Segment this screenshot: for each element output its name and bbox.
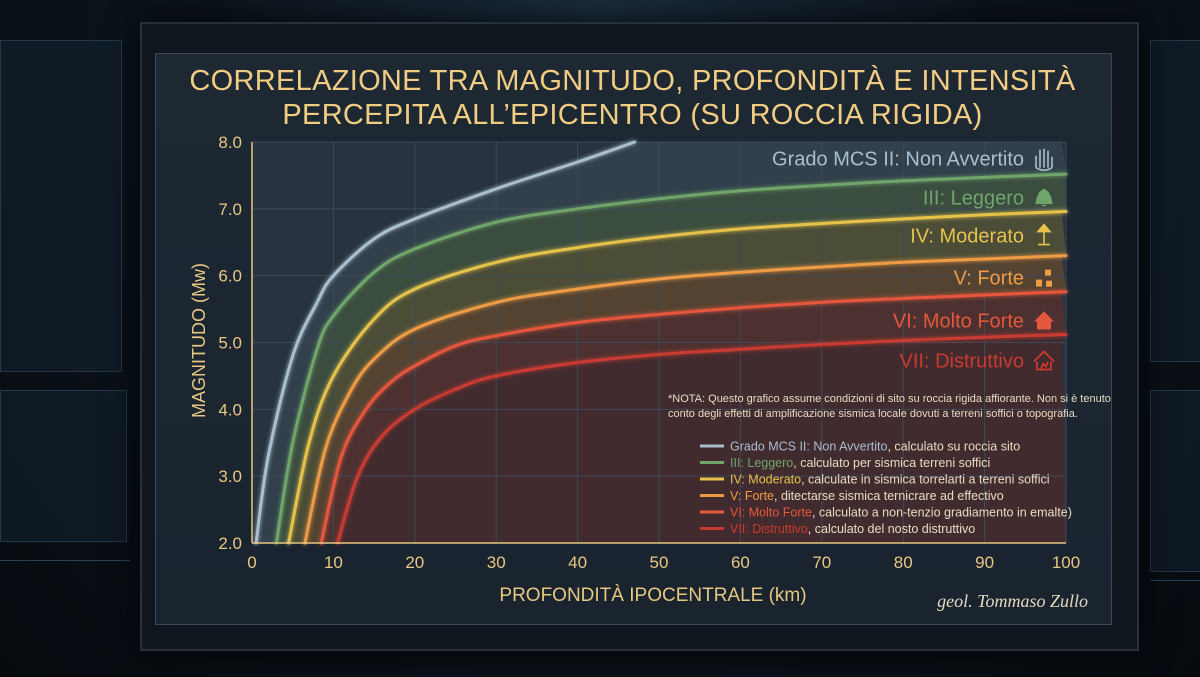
note-line-2: conto degli effetti di amplificazione si…: [668, 408, 1078, 420]
background-line: [0, 560, 130, 561]
curve-2: [274, 172, 1068, 545]
background-line: [1150, 580, 1200, 581]
curve-label-icon-group: [1035, 148, 1053, 172]
x-tick-label: 100: [1052, 553, 1080, 572]
x-tick-label: 0: [247, 553, 256, 572]
curve-label-1: Grado MCS II: Non Avvertito: [772, 149, 1024, 171]
y-tick-label: 3.0: [218, 467, 242, 486]
y-tick-label: 4.0: [218, 400, 242, 419]
legend-entry-2: III: Leggero, calculato per sismica terr…: [730, 456, 990, 470]
band-4: [304, 255, 1066, 544]
house-icon: [1034, 311, 1054, 330]
note-line-1: *NOTA: Questo grafico assume condizioni …: [668, 393, 1111, 405]
curve-label-icon-group: [1034, 311, 1054, 330]
curve-label-2: III: Leggero: [923, 187, 1024, 209]
objects-icon: [1036, 269, 1052, 287]
background-panel-right: [1150, 40, 1200, 362]
legend-entry-4: V: Forte, ditectarse sismica ternicrare …: [730, 489, 1004, 503]
legend-series-name: Grado MCS II: Non Avvertito: [730, 440, 888, 454]
bell-icon: [1035, 188, 1053, 207]
curve-label-icon-group: [1035, 188, 1053, 207]
band-2: [276, 174, 1066, 543]
legend-description: , ditectarse sismica ternicrare ad effec…: [774, 489, 1004, 503]
x-tick-label: 70: [812, 553, 831, 572]
curve-4: [303, 254, 1068, 545]
x-axis-title: PROFONDITÀ IPOCENTRALE (km): [499, 585, 806, 606]
legend-series-name: IV: Moderato: [730, 473, 801, 487]
curve-label-5: VI: Molto Forte: [893, 310, 1024, 332]
x-tick-label: 80: [894, 553, 913, 572]
band-3: [288, 211, 1067, 543]
x-tick-label: 20: [405, 553, 424, 572]
legend-description: , calculato su roccia sito: [887, 440, 1020, 454]
x-tick-label: 60: [731, 553, 750, 572]
band-5: [321, 291, 1066, 543]
legend-series-name: V: Forte: [730, 489, 774, 503]
curve-5: [319, 290, 1068, 545]
y-tick-label: 5.0: [218, 334, 242, 353]
curve-label-6: VII: Distruttivo: [900, 351, 1024, 373]
curve-label-icon-group: [1036, 223, 1052, 246]
legend-series-name: III: Leggero: [730, 456, 793, 470]
legend-series-name: VI: Molto Forte: [730, 506, 812, 520]
curve-label-3: IV: Moderato: [910, 226, 1024, 248]
legend-description: , calculate in sismica torrelarti a terr…: [801, 473, 1049, 487]
background-panel-right-lower: [1150, 390, 1200, 572]
chart-title-line-1: CORRELAZIONE TRA MAGNITUDO, PROFONDITÀ E…: [189, 65, 1076, 97]
y-axis-title: MAGNITUDO (Mw): [189, 263, 209, 418]
curve-label-icon-group: [1033, 350, 1055, 371]
legend-series-name: VII: Distruttivo: [730, 522, 808, 536]
curve-label-4: V: Forte: [954, 268, 1024, 290]
x-tick-label: 40: [568, 553, 587, 572]
legend-entry-6: VII: Distruttivo, calculato del nosto di…: [730, 522, 975, 536]
y-tick-label: 8.0: [218, 133, 242, 152]
curve-label-icon-group: [1036, 269, 1052, 287]
legend-description: , calculato del nosto distruttivo: [808, 522, 975, 536]
signature: geol. Tommaso Zullo: [937, 591, 1088, 611]
legend-entry-1: Grado MCS II: Non Avvertito, calculato s…: [730, 440, 1020, 454]
legend-entry-3: IV: Moderato, calculate in sismica torre…: [730, 473, 1050, 487]
chart-title-line-2: PERCEPITA ALL’EPICENTRO (SU ROCCIA RIGID…: [282, 99, 983, 131]
lamp-icon: [1036, 223, 1052, 246]
legend-description: , calculato a non-tenzio gradiamento in …: [812, 506, 1072, 520]
y-tick-label: 7.0: [218, 200, 242, 219]
background-panel-left-lower: [0, 390, 127, 542]
legend-entry-5: VI: Molto Forte, calculato a non-tenzio …: [730, 506, 1072, 520]
curve-6: [336, 333, 1068, 545]
hand-icon: [1035, 148, 1053, 172]
x-tick-label: 50: [650, 553, 669, 572]
curve-3: [287, 210, 1068, 545]
background-panel-left: [0, 40, 122, 372]
y-tick-label: 6.0: [218, 267, 242, 286]
legend-description: , calculato per sismica terreni soffici: [793, 456, 990, 470]
x-tick-label: 90: [975, 553, 994, 572]
ruined-house-icon: [1033, 350, 1055, 371]
band-6: [337, 334, 1066, 543]
x-tick-label: 30: [487, 553, 506, 572]
y-tick-label: 2.0: [218, 534, 242, 553]
x-tick-label: 10: [324, 553, 343, 572]
curve-1: [254, 140, 637, 545]
